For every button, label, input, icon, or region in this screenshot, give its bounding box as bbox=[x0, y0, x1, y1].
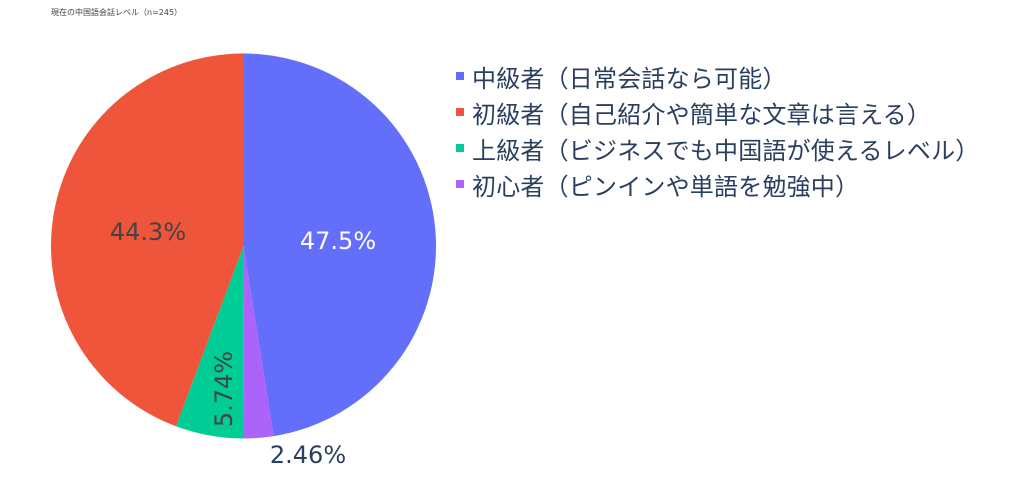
legend-item-elementary[interactable]: 初級者（自己紹介や簡単な文章は言える） bbox=[456, 94, 979, 130]
legend-swatch-icon bbox=[456, 180, 464, 188]
slice-intermediate[interactable] bbox=[243, 53, 437, 437]
slice-beginner[interactable] bbox=[243, 246, 274, 439]
legend-swatch-icon bbox=[456, 72, 464, 80]
legend-label: 初心者（ピンインや単語を勉強中） bbox=[472, 172, 860, 201]
legend-item-advanced[interactable]: 上級者（ビジネスでも中国語が使えるレベル） bbox=[456, 130, 979, 166]
legend-item-beginner[interactable]: 初心者（ピンインや単語を勉強中） bbox=[456, 166, 979, 202]
chart-title: 現在の中国語会話レベル（n=245） bbox=[51, 8, 183, 17]
legend-label: 初級者（自己紹介や簡単な文章は言える） bbox=[472, 100, 932, 129]
slice-elementary[interactable] bbox=[50, 53, 244, 427]
legend-label: 中級者（日常会話なら可能） bbox=[472, 64, 787, 93]
slice-label-beginner: 2.46% bbox=[270, 441, 346, 469]
legend-label: 上級者（ビジネスでも中国語が使えるレベル） bbox=[472, 136, 980, 165]
slice-label-advanced: 5.74% bbox=[210, 351, 238, 427]
legend: 中級者（日常会話なら可能） 初級者（自己紹介や簡単な文章は言える） 上級者（ビジ… bbox=[456, 58, 979, 202]
slice-label-intermediate: 47.5% bbox=[300, 227, 376, 255]
legend-swatch-icon bbox=[456, 108, 464, 116]
legend-item-intermediate[interactable]: 中級者（日常会話なら可能） bbox=[456, 58, 979, 94]
slice-advanced[interactable] bbox=[176, 246, 244, 439]
legend-swatch-icon bbox=[456, 144, 464, 152]
slice-label-elementary: 44.3% bbox=[110, 218, 186, 246]
